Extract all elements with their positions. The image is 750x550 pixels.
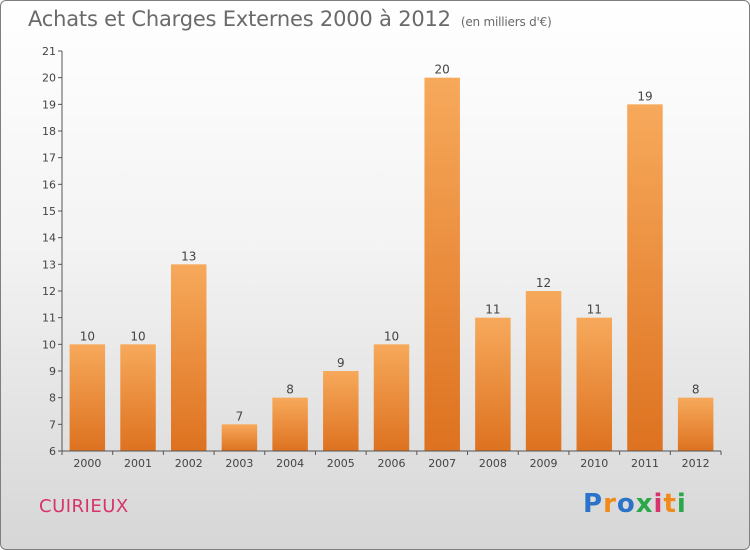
y-tick-label-18: 18: [42, 125, 56, 138]
x-tick-label-2012: 2012: [682, 457, 710, 470]
chart-subtitle: (en milliers d'€): [460, 15, 552, 29]
logo-letter: o: [616, 489, 636, 519]
x-tick-label-2010: 2010: [580, 457, 608, 470]
y-tick-label-16: 16: [42, 178, 56, 191]
bar-2008: [475, 317, 511, 451]
logo-letter: r: [603, 489, 617, 519]
data-label-2004: 8: [286, 383, 294, 397]
data-label-2001: 10: [130, 329, 145, 343]
bar-2005: [323, 371, 359, 451]
data-label-2003: 7: [236, 409, 244, 423]
commune-name: CUIRIEUX: [39, 496, 129, 517]
y-tick-label-19: 19: [42, 98, 56, 111]
chart-title: Achats et Charges Externes 2000 à 2012 (e…: [28, 7, 552, 31]
y-tick-label-13: 13: [42, 258, 56, 271]
x-tick-label-2001: 2001: [124, 457, 152, 470]
x-tick-label-2002: 2002: [175, 457, 203, 470]
y-tick-label-6: 6: [49, 445, 56, 458]
bar-2006: [373, 344, 410, 451]
x-tick-label-2005: 2005: [327, 457, 355, 470]
y-tick-label-7: 7: [49, 418, 56, 431]
data-label-2008: 11: [485, 303, 500, 317]
data-label-2002: 13: [181, 249, 196, 263]
y-tick-label-12: 12: [42, 285, 56, 298]
bar-2000: [69, 344, 106, 451]
bar-2007: [424, 77, 460, 452]
y-tick-label-17: 17: [42, 152, 56, 165]
x-tick-label-2003: 2003: [225, 457, 253, 470]
x-tick-label-2004: 2004: [276, 457, 304, 470]
y-tick-label-20: 20: [42, 72, 56, 85]
y-tick-label-10: 10: [42, 338, 56, 351]
data-label-2006: 10: [384, 329, 399, 343]
bar-2004: [272, 397, 308, 451]
y-tick-label-11: 11: [42, 312, 56, 325]
data-label-2009: 12: [536, 276, 551, 290]
y-tick-label-8: 8: [49, 392, 56, 405]
bar-2011: [627, 104, 663, 451]
proxiti-logo[interactable]: Proxiti: [583, 489, 687, 519]
x-tick-label-2008: 2008: [479, 457, 507, 470]
data-label-2011: 19: [637, 89, 652, 103]
bar-2012: [677, 397, 714, 451]
y-tick-label-15: 15: [42, 205, 56, 218]
y-tick-label-21: 21: [42, 45, 56, 58]
logo-letter: i: [676, 489, 687, 519]
logo-letter: i: [653, 489, 664, 519]
y-tick-label-9: 9: [49, 365, 56, 378]
logo-letter: t: [663, 489, 677, 519]
logo-letter: x: [635, 489, 654, 519]
x-tick-label-2011: 2011: [631, 457, 659, 470]
x-tick-label-2000: 2000: [73, 457, 101, 470]
data-label-2000: 10: [80, 329, 95, 343]
bar-2001: [120, 344, 156, 451]
data-label-2007: 20: [435, 63, 450, 77]
x-tick-label-2009: 2009: [530, 457, 558, 470]
bar-2010: [576, 317, 613, 451]
data-label-2010: 11: [587, 303, 602, 317]
x-tick-label-2006: 2006: [378, 457, 406, 470]
data-label-2005: 9: [337, 356, 345, 370]
x-tick-label-2007: 2007: [428, 457, 456, 470]
bar-2009: [525, 291, 562, 451]
bar-2002: [170, 264, 207, 451]
chart-title-text: Achats et Charges Externes 2000 à 2012: [28, 7, 451, 31]
logo-letter: P: [583, 489, 604, 519]
bar-2003: [221, 424, 258, 451]
y-tick-label-14: 14: [42, 232, 56, 245]
data-label-2012: 8: [692, 383, 700, 397]
